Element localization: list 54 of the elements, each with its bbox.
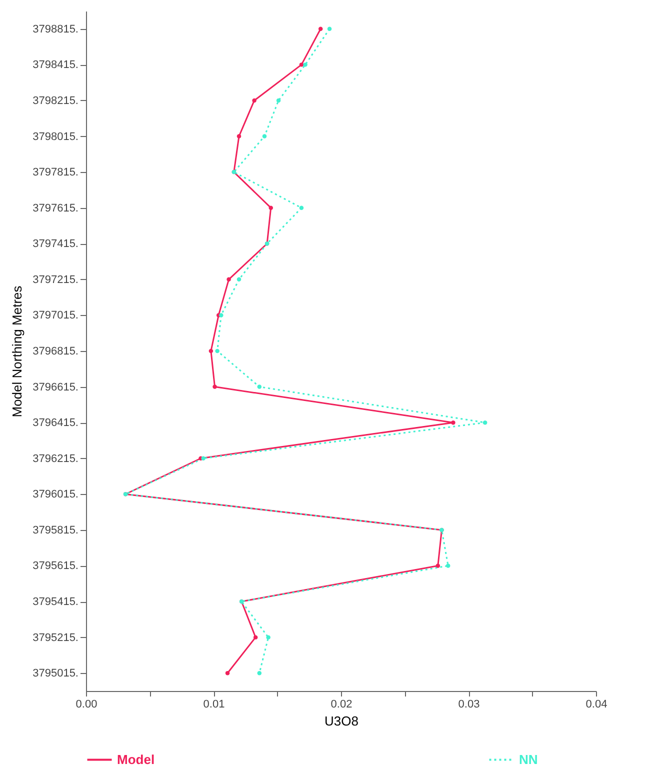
x-axis-title: U3O8 [324, 714, 358, 728]
y-tick-label: 3796615. [32, 381, 78, 394]
y-tick-label: 3795215. [32, 632, 78, 644]
x-tick-label: 0.03 [458, 698, 480, 710]
point [236, 134, 242, 138]
point [276, 98, 281, 103]
point [318, 26, 323, 32]
y-tick-label: 3796215. [32, 452, 78, 465]
y-tick-label: 3795015. [32, 668, 78, 680]
point [451, 420, 456, 425]
point [299, 62, 304, 67]
legend-label: NN [519, 752, 538, 767]
point [436, 564, 440, 568]
y-tick-label: 3798215. [32, 94, 78, 107]
point [299, 206, 304, 210]
point [226, 277, 231, 282]
point [327, 26, 332, 32]
y-tick-label: 3796415. [32, 417, 78, 430]
x-tick-label: 0.04 [586, 698, 608, 710]
x-tick-label: 0.02 [330, 698, 352, 710]
x-tick-label: 0.00 [76, 698, 98, 710]
y-tick-label: 3798815. [32, 23, 78, 36]
point [257, 384, 262, 389]
y-tick-label: 3795815. [32, 524, 78, 536]
point [266, 635, 270, 640]
y-axis-title: Model Northing Metres [10, 285, 25, 418]
y-tick-label: 3796015. [32, 488, 78, 501]
point [262, 134, 267, 138]
point [303, 62, 308, 67]
y-tick-label: 3797815. [32, 166, 78, 179]
y-tick-label: 3797615. [32, 202, 78, 214]
point [208, 348, 214, 354]
point [268, 206, 273, 210]
point [482, 420, 488, 425]
point [225, 670, 230, 676]
y-tick-label: 3795615. [32, 560, 78, 572]
point [219, 313, 224, 318]
legend-label: Model [117, 752, 155, 767]
y-tick-label: 3797415. [32, 238, 78, 250]
point [201, 456, 206, 460]
point [257, 670, 262, 676]
point [212, 384, 217, 389]
point [236, 277, 242, 282]
x-tick-label: 0.01 [203, 698, 225, 710]
point [215, 348, 220, 354]
point [253, 635, 258, 640]
y-tick-label: 3795415. [32, 596, 78, 608]
y-tick-label: 3797015. [32, 310, 78, 322]
point [252, 98, 256, 103]
y-tick-label: 3798415. [32, 59, 78, 72]
point [446, 564, 450, 568]
y-tick-label: 3797215. [32, 274, 78, 286]
y-tick-label: 3798015. [32, 130, 78, 143]
y-tick-label: 3796815. [32, 346, 78, 358]
